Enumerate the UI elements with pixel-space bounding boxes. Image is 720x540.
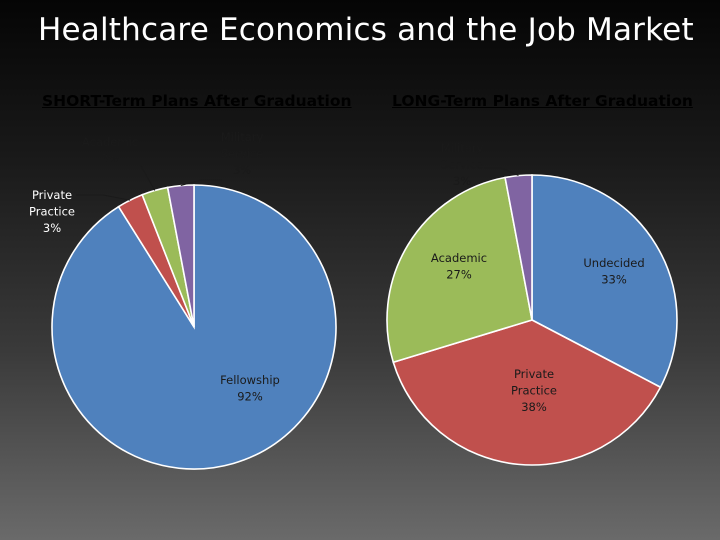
short-leader-military-service: [180, 179, 222, 187]
long-slice-military-service: [504, 174, 533, 321]
short-term-chart-title: SHORT-Term Plans After Graduation: [42, 92, 352, 110]
long-label-private-practice: Private Practice 38%: [511, 367, 557, 414]
long-leader-military-service: [484, 167, 519, 177]
long-label-academic: Academic 27%: [431, 251, 487, 282]
slide-title: Healthcare Economics and the Job Market: [38, 12, 694, 48]
long-slice-private-practice: [392, 319, 662, 466]
short-leader-private-practice: [76, 194, 131, 201]
short-slice-military-service: [166, 184, 195, 328]
short-label-fellowship: Fellowship 92%: [220, 373, 280, 404]
leader-lines: [76, 162, 519, 201]
slice-labels: Fellowship 92% Private Practice 3%Academic 3%…: [29, 130, 645, 414]
long-label-military-service: Military Service 3%: [441, 141, 484, 188]
short-label-military-service: Military Service 3%: [221, 130, 264, 177]
short-label-academic: Academic 3%: [82, 135, 138, 166]
long-label-undecided: Undecided 33%: [583, 256, 644, 287]
long-slice-academic: [386, 176, 533, 364]
long-term-pie: [386, 174, 678, 466]
long-slice-undecided: [531, 174, 678, 389]
long-term-chart-title: LONG-Term Plans After Graduation: [392, 92, 693, 110]
short-label-private-practice: Private Practice 3%: [29, 188, 75, 235]
short-leader-academic: [124, 162, 156, 191]
short-term-pie: [51, 184, 337, 470]
